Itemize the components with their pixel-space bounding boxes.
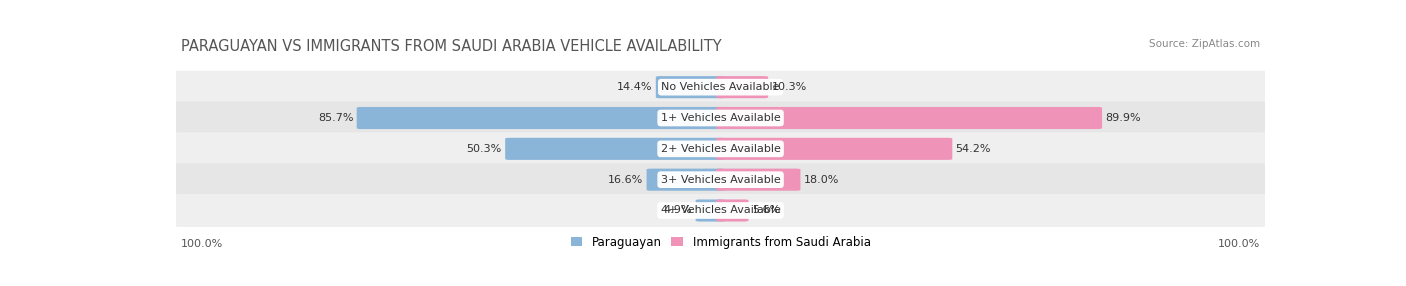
FancyBboxPatch shape bbox=[716, 169, 800, 191]
FancyBboxPatch shape bbox=[716, 76, 768, 98]
Text: 10.3%: 10.3% bbox=[772, 82, 807, 92]
FancyBboxPatch shape bbox=[696, 199, 725, 222]
Legend: Paraguayan, Immigrants from Saudi Arabia: Paraguayan, Immigrants from Saudi Arabia bbox=[571, 236, 870, 249]
Text: Source: ZipAtlas.com: Source: ZipAtlas.com bbox=[1149, 39, 1260, 49]
Text: 3+ Vehicles Available: 3+ Vehicles Available bbox=[661, 175, 780, 185]
FancyBboxPatch shape bbox=[173, 71, 1268, 104]
Text: 54.2%: 54.2% bbox=[956, 144, 991, 154]
FancyBboxPatch shape bbox=[173, 194, 1268, 227]
Text: 14.4%: 14.4% bbox=[617, 82, 652, 92]
FancyBboxPatch shape bbox=[716, 107, 1102, 129]
FancyBboxPatch shape bbox=[716, 199, 748, 222]
FancyBboxPatch shape bbox=[173, 163, 1268, 196]
Text: 2+ Vehicles Available: 2+ Vehicles Available bbox=[661, 144, 780, 154]
FancyBboxPatch shape bbox=[655, 76, 725, 98]
Text: 4.9%: 4.9% bbox=[664, 206, 692, 215]
Text: 5.6%: 5.6% bbox=[752, 206, 780, 215]
Text: No Vehicles Available: No Vehicles Available bbox=[661, 82, 780, 92]
Text: 100.0%: 100.0% bbox=[1218, 239, 1260, 249]
FancyBboxPatch shape bbox=[647, 169, 725, 191]
Text: 4+ Vehicles Available: 4+ Vehicles Available bbox=[661, 206, 780, 215]
Text: 50.3%: 50.3% bbox=[467, 144, 502, 154]
Text: 89.9%: 89.9% bbox=[1105, 113, 1142, 123]
Text: 1+ Vehicles Available: 1+ Vehicles Available bbox=[661, 113, 780, 123]
Text: 85.7%: 85.7% bbox=[318, 113, 353, 123]
Text: 18.0%: 18.0% bbox=[804, 175, 839, 185]
Text: 100.0%: 100.0% bbox=[181, 239, 224, 249]
FancyBboxPatch shape bbox=[716, 138, 952, 160]
FancyBboxPatch shape bbox=[357, 107, 725, 129]
Text: PARAGUAYAN VS IMMIGRANTS FROM SAUDI ARABIA VEHICLE AVAILABILITY: PARAGUAYAN VS IMMIGRANTS FROM SAUDI ARAB… bbox=[181, 39, 721, 54]
FancyBboxPatch shape bbox=[173, 102, 1268, 134]
FancyBboxPatch shape bbox=[505, 138, 725, 160]
FancyBboxPatch shape bbox=[173, 132, 1268, 165]
Text: 16.6%: 16.6% bbox=[607, 175, 644, 185]
